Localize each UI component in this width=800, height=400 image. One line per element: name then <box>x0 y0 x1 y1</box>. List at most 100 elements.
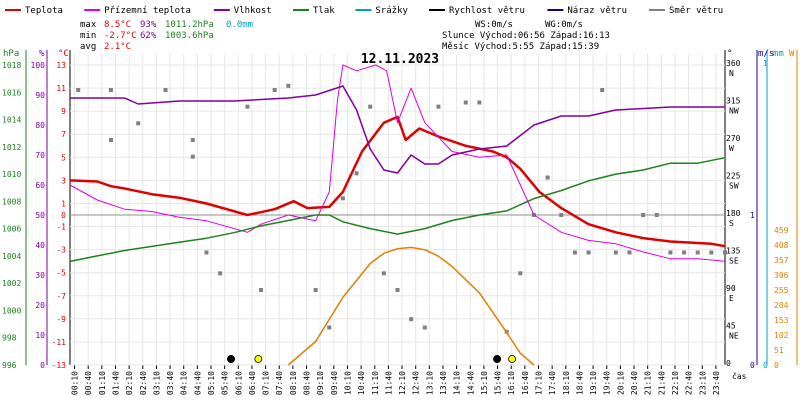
stats-value: 62% <box>140 31 157 41</box>
x-tick-label: 15:10 <box>480 371 489 395</box>
temp-tick-label: 7 <box>61 130 66 139</box>
wind-direction-dot <box>613 250 618 255</box>
temp-unit: °C <box>58 49 69 59</box>
deg-direction-label: NW <box>729 107 739 116</box>
legend-label: Vlhkost <box>234 6 272 16</box>
stats-value: min <box>80 31 96 41</box>
temp-tick-label: 0 <box>61 211 66 220</box>
wind-direction-dot <box>682 250 687 255</box>
stats-value: max <box>80 20 97 30</box>
wind-direction-dot <box>327 325 332 330</box>
x-tick-label: 03:40 <box>166 371 175 395</box>
stats-value: 93% <box>140 20 157 30</box>
pct-unit: % <box>39 49 45 59</box>
x-axis-label: čas <box>732 371 747 381</box>
temp-tick-label: -7 <box>56 292 66 301</box>
mm-unit: mm <box>773 49 784 59</box>
hpa-tick-label: 1014 <box>2 116 21 125</box>
ms-tick-label: 1 <box>750 211 755 220</box>
pct-tick-label: 90 <box>35 91 45 100</box>
temp-tick-label: 11 <box>56 84 66 93</box>
x-tick-label: 16:40 <box>521 371 530 395</box>
x-tick-label: 02:10 <box>125 371 134 395</box>
wind-direction-dot <box>313 288 318 292</box>
x-tick-label: 02:40 <box>139 371 148 395</box>
stats-value: avg <box>80 42 96 52</box>
x-tick-label: 06:10 <box>234 371 243 395</box>
wind-direction-dot <box>190 138 195 142</box>
hpa-tick-label: 996 <box>2 361 17 370</box>
hpa-tick-label: 1004 <box>2 252 21 261</box>
x-tick-label: 04:40 <box>193 371 202 395</box>
wind-direction-dot <box>340 196 345 201</box>
x-tick-label: 00:40 <box>84 371 93 395</box>
x-tick-label: 01:10 <box>98 371 107 395</box>
stats-value: 2.1°C <box>104 42 131 52</box>
stats-block: max 8.5°C 93% 1011.2hPa 0.0mm min -2.7°C 62% 100… <box>80 20 610 52</box>
hpa-tick-label: 998 <box>2 334 17 343</box>
x-tick-label: 14:40 <box>466 371 475 395</box>
deg-direction-label: W <box>729 144 734 153</box>
temp-tick-label: -9 <box>56 315 66 324</box>
deg-tick-label: 315 <box>726 97 741 106</box>
legend-item: Teplota <box>5 6 63 16</box>
wind-speed-text: WS:0m/s <box>475 20 513 30</box>
pct-tick-label: 100 <box>31 61 46 70</box>
x-tick-label: 20:40 <box>630 371 639 395</box>
pct-tick-label: 0 <box>40 361 45 370</box>
legend-item: Tlak <box>293 6 335 16</box>
deg-direction-label: SW <box>729 182 739 191</box>
legend-item: Přízemní teplota <box>84 6 191 16</box>
pct-tick-label: 20 <box>35 301 45 310</box>
wind-direction-dot <box>108 138 113 142</box>
wind-direction-dot <box>654 213 659 217</box>
wind-gust-text: WG:0m/s <box>545 20 583 30</box>
ms-tick-label: 0 <box>750 361 755 370</box>
x-tick-label: 14:10 <box>453 371 462 395</box>
w-tick-label: 0 <box>774 361 779 370</box>
x-tick-label: 22:10 <box>671 371 680 395</box>
hpa-tick-label: 1010 <box>2 170 21 179</box>
sun-marker <box>508 355 517 363</box>
wind-direction-dot <box>627 250 632 255</box>
ms-unit: m/s <box>758 49 774 59</box>
temp-tick-label: -3 <box>56 246 66 255</box>
pct-tick-label: 60 <box>35 181 45 190</box>
moon-text: Měsíc Východ:5:55 Západ:15:39 <box>442 42 599 52</box>
series-layer <box>69 64 727 366</box>
hpa-tick-label: 1002 <box>2 279 21 288</box>
wind-direction-dot <box>422 325 427 330</box>
x-tick-label: 13:40 <box>439 371 448 395</box>
x-tick-label: 12:40 <box>412 371 421 395</box>
x-tick-label: 19:40 <box>603 371 612 395</box>
wind-direction-dot <box>381 271 386 276</box>
mm-tick-label: 1 <box>763 59 768 68</box>
temp-tick-label: -13 <box>52 361 67 370</box>
series-line <box>69 64 726 262</box>
wind-direction-dot <box>641 213 646 217</box>
legend-item: Srážky <box>355 6 408 16</box>
pct-tick-label: 70 <box>35 151 45 160</box>
x-tick-label: 05:10 <box>207 371 216 395</box>
wind-direction-dot <box>668 250 673 255</box>
series-line <box>69 115 726 248</box>
temp-tick-label: -1 <box>56 223 66 232</box>
wind-direction-dot <box>395 288 400 292</box>
wind-direction-dot <box>559 213 564 217</box>
series-line <box>287 246 535 366</box>
x-tick-label: 10:40 <box>357 371 366 395</box>
x-tick-label: 21:40 <box>657 371 666 395</box>
w-tick-label: 51 <box>774 346 784 355</box>
x-tick-label: 09:10 <box>316 371 325 395</box>
x-tick-label: 09:40 <box>330 371 339 395</box>
stats-value: -2.7°C <box>104 31 137 41</box>
w-tick-label: 357 <box>774 256 789 265</box>
wind-direction-dot <box>245 104 250 109</box>
x-tick-label: 19:10 <box>589 371 598 395</box>
deg-direction-label: N <box>729 69 734 78</box>
x-tick-label: 11:10 <box>371 371 380 395</box>
x-tick-label: 23:40 <box>712 371 721 395</box>
w-tick-label: 459 <box>774 226 789 235</box>
overlays <box>227 355 517 363</box>
